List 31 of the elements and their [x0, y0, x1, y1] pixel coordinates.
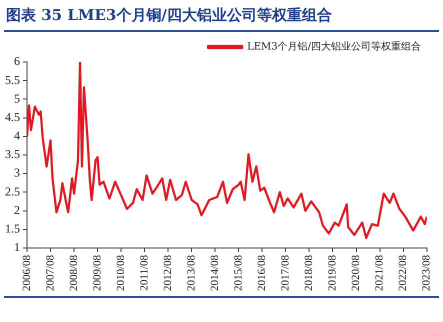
x-tick-label: 2012/08 — [162, 254, 174, 292]
x-tick-label: 2013/08 — [186, 254, 198, 292]
x-tick-label: 2018/08 — [303, 254, 316, 292]
x-tick-label: 2020/08 — [350, 254, 362, 292]
x-tick-label: 2022/08 — [397, 254, 410, 292]
x-tick-label: 2010/08 — [114, 254, 127, 292]
y-tick-label: 2.5 — [5, 184, 20, 198]
y-tick-label: 3 — [14, 166, 20, 180]
y-tick-label: 5.5 — [5, 72, 20, 87]
x-tick-label: 2009/08 — [91, 254, 104, 292]
x-tick-label: 2015/08 — [232, 254, 245, 292]
chart-title: 图表 35 LME3个月铜/四大铝业公司等权重组合 — [6, 6, 333, 25]
x-tick-label: 2008/08 — [68, 254, 80, 292]
x-tick-label: 2016/08 — [256, 254, 268, 292]
y-tick-label: 6 — [14, 54, 20, 68]
y-tick-label: 2 — [14, 202, 20, 217]
x-tick-label: 2011/08 — [138, 254, 150, 291]
x-tick-label: 2014/08 — [209, 254, 222, 292]
x-tick-label: 2017/08 — [280, 254, 292, 292]
y-tick-label: 1 — [14, 240, 20, 254]
y-tick-label: 1.5 — [5, 222, 20, 236]
x-tick-label: 2021/08 — [374, 254, 386, 292]
y-tick-label: 4.5 — [5, 110, 20, 124]
y-tick-label: 4 — [14, 128, 20, 143]
y-tick-label: 3.5 — [5, 147, 20, 162]
legend-label: LEM3个月铝/四大铝业公司等权重组合 — [247, 40, 422, 53]
x-tick-label: 2007/08 — [44, 254, 56, 292]
y-tick-label: 5 — [14, 91, 20, 106]
x-tick-label: 2006/08 — [20, 254, 33, 292]
x-tick-label: 2023/08 — [420, 254, 433, 292]
x-tick-label: 2019/08 — [326, 254, 339, 292]
